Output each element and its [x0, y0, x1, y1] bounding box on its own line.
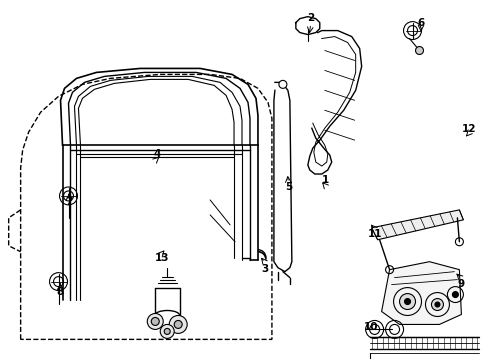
- Circle shape: [174, 320, 182, 328]
- Circle shape: [278, 80, 286, 88]
- Circle shape: [415, 46, 423, 54]
- Polygon shape: [371, 210, 463, 240]
- Circle shape: [404, 298, 410, 305]
- Circle shape: [399, 293, 415, 310]
- Circle shape: [160, 324, 174, 338]
- Text: 13: 13: [154, 253, 168, 263]
- Text: 3: 3: [261, 264, 268, 274]
- Circle shape: [434, 302, 439, 307]
- Text: 11: 11: [367, 229, 382, 239]
- Text: 2: 2: [306, 13, 314, 23]
- Circle shape: [147, 314, 163, 329]
- Text: 10: 10: [363, 322, 378, 332]
- Text: 7: 7: [65, 197, 73, 207]
- Text: 1: 1: [321, 175, 328, 185]
- Text: 9: 9: [457, 279, 464, 289]
- Text: 4: 4: [153, 149, 160, 159]
- Polygon shape: [381, 262, 461, 324]
- Circle shape: [169, 315, 187, 333]
- Text: 6: 6: [417, 18, 424, 28]
- Text: 5: 5: [284, 182, 291, 192]
- Circle shape: [151, 318, 159, 325]
- Circle shape: [430, 298, 443, 310]
- Text: 8: 8: [57, 287, 63, 297]
- Circle shape: [451, 292, 457, 298]
- Circle shape: [164, 328, 170, 334]
- Text: 12: 12: [461, 124, 475, 134]
